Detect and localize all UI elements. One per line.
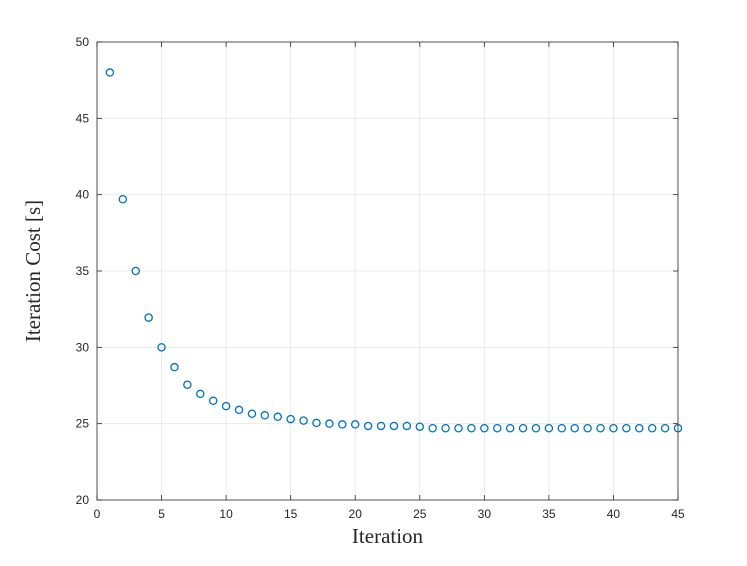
x-tick-label: 45 <box>671 507 685 521</box>
x-tick-label: 40 <box>607 507 621 521</box>
grid-lines <box>97 42 678 500</box>
data-point <box>338 420 347 429</box>
data-point <box>363 421 373 431</box>
data-point <box>350 420 360 429</box>
data-point <box>557 423 567 433</box>
data-point <box>183 380 192 389</box>
data-point <box>570 423 579 433</box>
data-point <box>196 389 205 399</box>
data-point <box>299 416 308 425</box>
data-point <box>221 401 231 411</box>
data-point <box>325 419 334 428</box>
data-point <box>260 411 270 420</box>
data-points <box>105 68 683 433</box>
y-tick-label: 40 <box>76 188 90 202</box>
x-axis-title: Iteration <box>352 524 424 548</box>
y-tick-label: 50 <box>76 35 90 49</box>
data-point <box>480 423 489 433</box>
x-tick-label: 15 <box>284 507 298 521</box>
data-point <box>118 194 128 204</box>
data-point <box>660 423 670 433</box>
x-tick-label: 0 <box>94 507 101 521</box>
data-point <box>492 423 502 433</box>
y-tick-label: 25 <box>76 417 90 431</box>
data-point <box>286 414 295 424</box>
y-tick-label: 35 <box>76 264 90 278</box>
data-point <box>505 423 515 433</box>
data-point <box>170 362 179 372</box>
y-axis-title: Iteration Cost [s] <box>21 200 45 342</box>
tick-labels: 0 5 10 15 20 25 30 35 40 45 20 25 30 35 40 45 50 <box>76 35 685 521</box>
data-point <box>144 313 153 322</box>
x-tick-label: 20 <box>349 507 363 521</box>
data-point <box>544 423 554 433</box>
x-tick-label: 5 <box>158 507 165 521</box>
data-point <box>635 423 644 433</box>
data-point <box>312 418 321 428</box>
x-tick-label: 10 <box>219 507 233 521</box>
data-point <box>402 421 412 431</box>
data-point <box>247 409 257 418</box>
tick-marks <box>96 41 679 501</box>
data-point <box>596 423 605 433</box>
data-point <box>389 421 399 431</box>
x-tick-label: 35 <box>542 507 556 521</box>
data-point <box>376 421 386 431</box>
y-tick-label: 30 <box>76 340 90 354</box>
data-point <box>428 423 437 433</box>
data-point <box>454 423 463 433</box>
data-point <box>647 423 657 433</box>
data-point <box>518 423 528 433</box>
data-point <box>131 266 140 276</box>
data-point <box>441 423 450 433</box>
data-point <box>609 423 618 433</box>
data-point <box>157 343 166 352</box>
data-point <box>415 422 425 431</box>
data-point <box>105 68 115 77</box>
data-point <box>234 405 244 415</box>
data-point <box>467 423 476 433</box>
y-tick-label: 45 <box>76 111 90 125</box>
x-tick-label: 25 <box>413 507 427 521</box>
data-point <box>208 396 218 406</box>
data-point <box>583 423 592 433</box>
x-tick-label: 30 <box>478 507 492 521</box>
data-point <box>531 423 541 433</box>
y-tick-label: 20 <box>76 493 90 507</box>
data-point <box>622 423 631 433</box>
data-point <box>273 412 283 422</box>
